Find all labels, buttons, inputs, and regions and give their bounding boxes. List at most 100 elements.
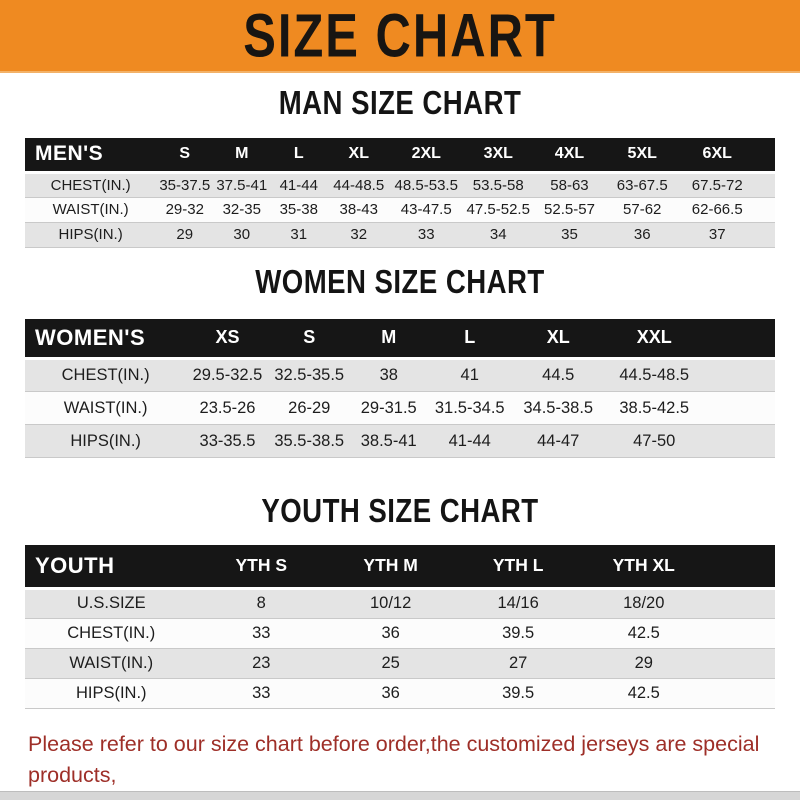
size-cell: 29.5-32.5 — [186, 358, 269, 392]
bottom-edge-strip — [0, 791, 800, 800]
size-chart-banner: SIZE CHART — [0, 0, 800, 73]
size-cell: 47-50 — [604, 424, 704, 458]
size-cell: 29 — [580, 648, 708, 679]
size-cell: 32-35 — [213, 197, 271, 223]
table-row: HIPS(IN.) 29 30 31 32 33 34 35 36 37 — [25, 222, 775, 248]
size-cell: 58-63 — [534, 172, 605, 198]
size-cell: 44-48.5 — [327, 172, 391, 198]
table-row: HIPS(IN.) 33 36 39.5 42.5 — [25, 678, 775, 709]
women-size-table: WOMEN'S XS S M L XL XXL CHEST(IN.) 29.5-32.5 32.5… — [25, 318, 775, 458]
size-cell: 23.5-26 — [186, 391, 269, 425]
row-spacer — [703, 391, 775, 425]
size-cell: 33 — [390, 222, 463, 248]
disclaimer-text: Please refer to our size chart before or… — [0, 729, 800, 800]
row-spacer — [754, 197, 775, 223]
row-label: HIPS(IN.) — [25, 678, 198, 709]
size-cell: 67.5-72 — [679, 172, 755, 198]
size-cell: 42.5 — [580, 618, 708, 649]
size-cell: 53.5-58 — [462, 172, 535, 198]
column-header: S — [156, 138, 214, 174]
column-header: 4XL — [534, 138, 605, 174]
column-header: 6XL — [679, 138, 755, 174]
size-cell: 43-47.5 — [390, 197, 463, 223]
size-cell: 47.5-52.5 — [462, 197, 535, 223]
column-header: YTH XL — [580, 545, 708, 590]
column-header: YTH L — [456, 545, 580, 590]
size-cell: 33-35.5 — [186, 424, 269, 458]
column-header: XL — [511, 318, 605, 360]
table-title-cell: MEN'S — [25, 138, 157, 174]
table-row: WAIST(IN.) 29-32 32-35 35-38 38-43 43-47.5 47.… — [25, 197, 775, 223]
size-cell: 39.5 — [456, 618, 580, 649]
man-size-chart-heading: MAN SIZE CHART — [278, 84, 522, 122]
table-row: CHEST(IN.) 33 36 39.5 42.5 — [25, 618, 775, 649]
column-header: S — [268, 318, 350, 360]
size-cell: 37 — [679, 222, 755, 248]
size-cell: 32 — [327, 222, 391, 248]
table-row: CHEST(IN.) 35-37.5 37.5-41 41-44 44-48.5 48.5… — [25, 172, 775, 198]
column-header: 5XL — [604, 138, 680, 174]
table-title-cell: WOMEN'S — [25, 318, 187, 360]
row-label: CHEST(IN.) — [25, 358, 187, 392]
table-title-cell: YOUTH — [25, 545, 198, 590]
header-spacer — [707, 545, 775, 590]
column-header: XL — [327, 138, 391, 174]
size-cell: 8 — [197, 588, 325, 619]
size-cell: 57-62 — [604, 197, 680, 223]
row-spacer — [754, 172, 775, 198]
size-cell: 38.5-41 — [349, 424, 428, 458]
column-header: L — [427, 318, 512, 360]
column-header: M — [213, 138, 271, 174]
row-spacer — [707, 648, 775, 679]
column-header: 2XL — [390, 138, 463, 174]
size-cell: 10/12 — [325, 588, 457, 619]
table-row: CHEST(IN.) 29.5-32.5 32.5-35.5 38 41 44.5 44.5… — [25, 358, 775, 392]
table-row: WAIST(IN.) 23 25 27 29 — [25, 648, 775, 679]
size-cell: 44.5-48.5 — [604, 358, 704, 392]
size-cell: 44-47 — [511, 424, 605, 458]
size-cell: 27 — [456, 648, 580, 679]
size-cell: 41-44 — [427, 424, 512, 458]
size-cell: 35-37.5 — [156, 172, 214, 198]
column-header: L — [270, 138, 328, 174]
size-cell: 62-66.5 — [679, 197, 755, 223]
size-cell: 31 — [270, 222, 328, 248]
men-size-table: MEN'S S M L XL 2XL 3XL 4XL 5XL 6XL CHEST(IN.) 35-37… — [25, 138, 775, 248]
row-label: WAIST(IN.) — [25, 648, 198, 679]
column-header: XS — [186, 318, 269, 360]
size-cell: 36 — [325, 678, 457, 709]
size-cell: 34 — [462, 222, 535, 248]
row-label: WAIST(IN.) — [25, 197, 157, 223]
table-row: WAIST(IN.) 23.5-26 26-29 29-31.5 31.5-34.5 34… — [25, 391, 775, 425]
size-cell: 39.5 — [456, 678, 580, 709]
column-header: YTH M — [325, 545, 457, 590]
row-label: CHEST(IN.) — [25, 172, 157, 198]
size-cell: 38 — [349, 358, 428, 392]
size-cell: 26-29 — [268, 391, 350, 425]
row-spacer — [707, 588, 775, 619]
size-cell: 25 — [325, 648, 457, 679]
size-cell: 42.5 — [580, 678, 708, 709]
size-cell: 35-38 — [270, 197, 328, 223]
youth-size-table: YOUTH YTH S YTH M YTH L YTH XL U.S.SIZE 8 10/12… — [25, 545, 775, 709]
size-cell: 63-67.5 — [604, 172, 680, 198]
size-cell: 44.5 — [511, 358, 605, 392]
row-spacer — [707, 618, 775, 649]
header-spacer — [754, 138, 775, 174]
size-cell: 35 — [534, 222, 605, 248]
size-cell: 29-32 — [156, 197, 214, 223]
disclaimer-line-1: Please refer to our size chart before or… — [28, 731, 760, 787]
size-cell: 18/20 — [580, 588, 708, 619]
column-header: M — [349, 318, 428, 360]
row-label: HIPS(IN.) — [25, 222, 157, 248]
table-header-row: YOUTH YTH S YTH M YTH L YTH XL — [25, 545, 775, 590]
size-cell: 41-44 — [270, 172, 328, 198]
size-cell: 36 — [325, 618, 457, 649]
size-cell: 29-31.5 — [349, 391, 428, 425]
row-label: U.S.SIZE — [25, 588, 198, 619]
size-cell: 38-43 — [327, 197, 391, 223]
page-title: SIZE CHART — [243, 1, 557, 70]
header-spacer — [703, 318, 775, 360]
size-cell: 31.5-34.5 — [427, 391, 512, 425]
